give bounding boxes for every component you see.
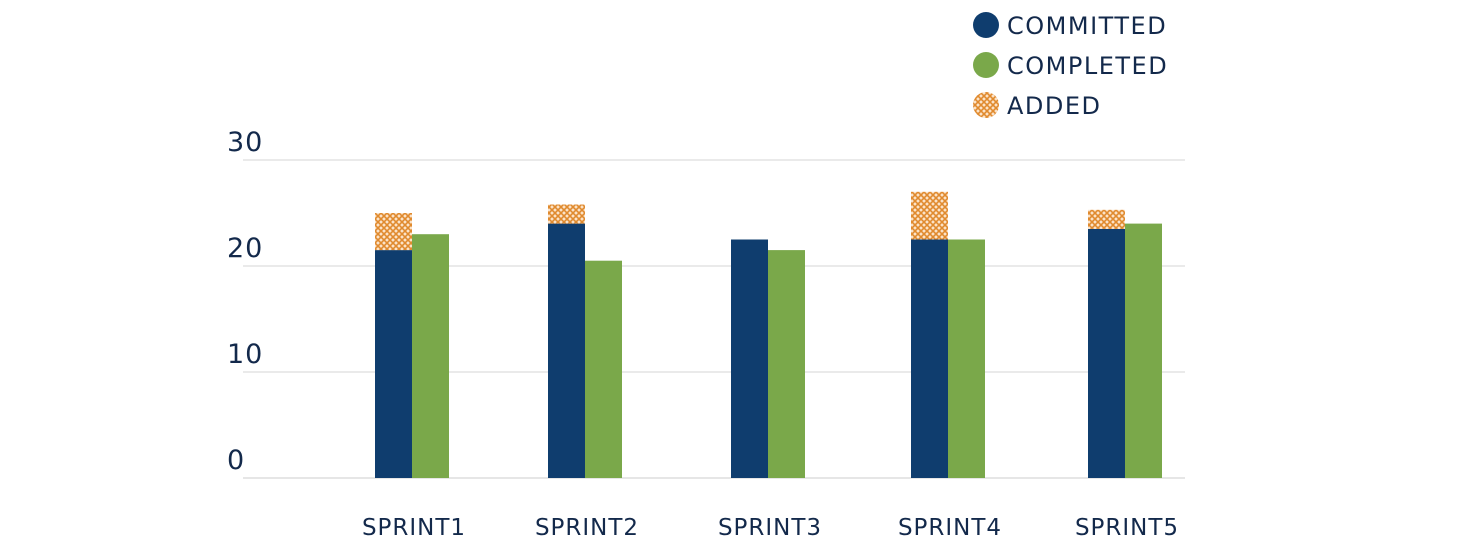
y-tick-label-30: 30 — [227, 127, 263, 158]
bar-committed-sprint5 — [1088, 228, 1125, 478]
y-tick-label-10: 10 — [227, 339, 263, 370]
legend-marker-added — [973, 92, 999, 118]
x-tick-label-sprint1: SPRINT1 — [362, 515, 466, 541]
legend-label-completed: COMPLETED — [1007, 52, 1168, 80]
bar-committed-sprint3 — [731, 239, 768, 478]
y-tick-label-20: 20 — [227, 233, 263, 264]
legend-marker-completed — [973, 52, 999, 78]
x-tick-label-sprint5: SPRINT5 — [1075, 515, 1179, 541]
bar-committed-sprint2 — [548, 223, 585, 478]
x-tick-label-sprint2: SPRINT2 — [535, 515, 639, 541]
y-tick-label-0: 0 — [227, 445, 245, 476]
x-tick-label-sprint3: SPRINT3 — [718, 515, 822, 541]
bar-completed-sprint2 — [585, 260, 622, 478]
bar-added-sprint2 — [548, 204, 585, 224]
bar-added-sprint1 — [375, 213, 412, 251]
bar-committed-sprint4 — [911, 239, 948, 478]
x-tick-label-sprint4: SPRINT4 — [898, 515, 1002, 541]
bar-completed-sprint1 — [412, 234, 449, 478]
bar-completed-sprint3 — [768, 250, 805, 478]
bar-completed-sprint4 — [948, 239, 985, 478]
bar-added-sprint5 — [1088, 209, 1125, 229]
legend-marker-committed — [973, 12, 999, 38]
legend-label-committed: COMMITTED — [1007, 12, 1167, 40]
bar-added-sprint4 — [911, 191, 948, 240]
legend-label-added: ADDED — [1007, 92, 1102, 120]
bar-completed-sprint5 — [1125, 223, 1162, 478]
bar-committed-sprint1 — [375, 250, 412, 478]
